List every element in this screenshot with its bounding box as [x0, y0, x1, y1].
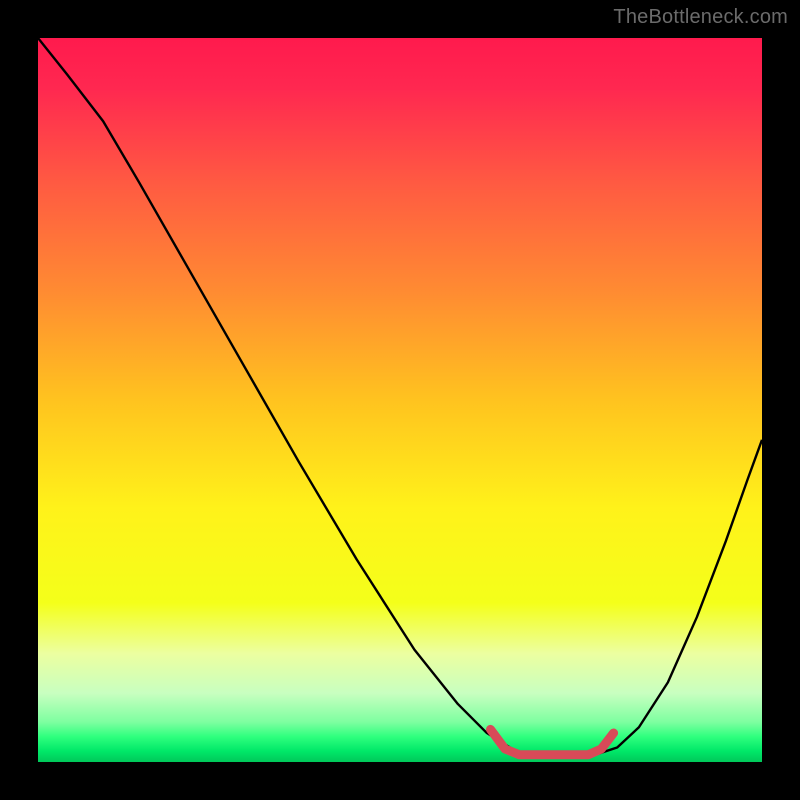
plot-area	[38, 38, 762, 762]
chart-frame: TheBottleneck.com	[0, 0, 800, 800]
watermark-text: TheBottleneck.com	[613, 6, 788, 29]
gradient-rect	[38, 38, 762, 762]
chart-svg	[38, 38, 762, 762]
